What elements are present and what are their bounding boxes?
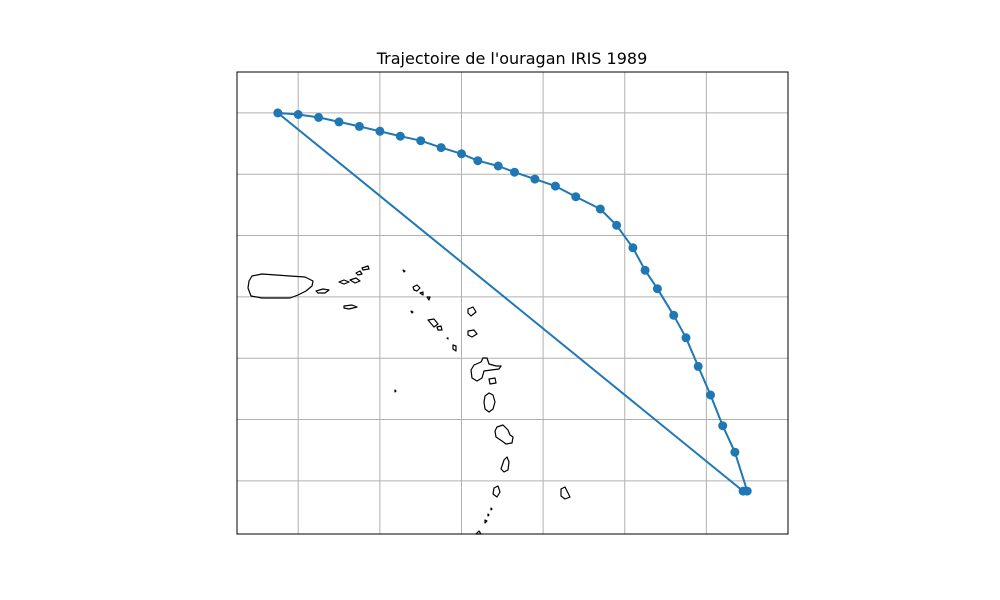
redonda-coastline	[446, 337, 449, 340]
virgin-islands-coastline	[338, 279, 350, 285]
track-point	[693, 361, 703, 371]
track-point	[706, 390, 715, 400]
track-point	[493, 161, 503, 171]
chart-title: Trajectoire de l'ouragan IRIS 1989	[376, 49, 648, 68]
grenadines-coastline	[484, 519, 488, 524]
grenadines-coastline	[487, 513, 490, 517]
track-point	[334, 117, 344, 127]
anguilla-coastline	[402, 269, 406, 273]
track-point	[738, 486, 748, 496]
st-martin-coastline	[412, 284, 421, 292]
track-point	[473, 156, 483, 166]
puerto-rico-coastline	[247, 273, 314, 299]
track-point	[530, 174, 540, 184]
nevis-coastline	[427, 318, 439, 328]
track-point	[416, 136, 426, 146]
track-point	[681, 333, 691, 343]
barbuda-coastline	[467, 329, 478, 338]
track-point	[669, 310, 679, 320]
martinique-coastline	[494, 424, 514, 445]
track-point	[730, 447, 740, 457]
track-point	[354, 121, 364, 131]
track-point	[273, 108, 283, 118]
map-axes	[236, 71, 789, 535]
aves-island-coastline	[394, 389, 397, 393]
track-point	[628, 243, 638, 253]
hurricane-track	[273, 108, 752, 496]
track-point	[314, 112, 324, 122]
track-point	[571, 192, 581, 202]
track-point	[436, 143, 446, 153]
barbados-coastline	[560, 486, 571, 500]
st-vincent-coastline	[492, 485, 501, 498]
st-croix-coastline	[343, 304, 358, 310]
track-point	[612, 220, 622, 230]
dominica-coastline	[483, 392, 496, 413]
virgin-islands-coastline	[355, 270, 363, 276]
antigua-coastline	[467, 306, 477, 317]
marie-galante-coastline	[488, 377, 497, 385]
grenadines-coastline	[490, 507, 493, 511]
virgin-islands-coastline	[349, 277, 361, 284]
track-point	[510, 167, 519, 177]
track-point	[550, 181, 560, 191]
st-barthelemy-coastline	[419, 291, 424, 296]
track-point	[293, 110, 303, 119]
virgin-islands-coastline	[361, 265, 370, 271]
track-point	[457, 149, 466, 159]
track-point	[395, 131, 405, 141]
st-lucia-coastline	[500, 456, 510, 473]
track-point	[640, 265, 650, 275]
vieques-coastline	[315, 288, 330, 294]
track-point	[718, 421, 728, 431]
montserrat-coastline	[436, 325, 443, 331]
track-point	[652, 284, 662, 294]
st-kitts-coastline	[410, 310, 414, 314]
track-point	[375, 126, 385, 136]
saba-coastline	[426, 296, 431, 301]
coastlines	[247, 265, 571, 535]
guadeloupe-islet-coastline	[452, 344, 457, 352]
guadeloupe-coastline	[470, 357, 502, 382]
axes-frame	[236, 71, 789, 535]
track-point	[595, 204, 605, 214]
